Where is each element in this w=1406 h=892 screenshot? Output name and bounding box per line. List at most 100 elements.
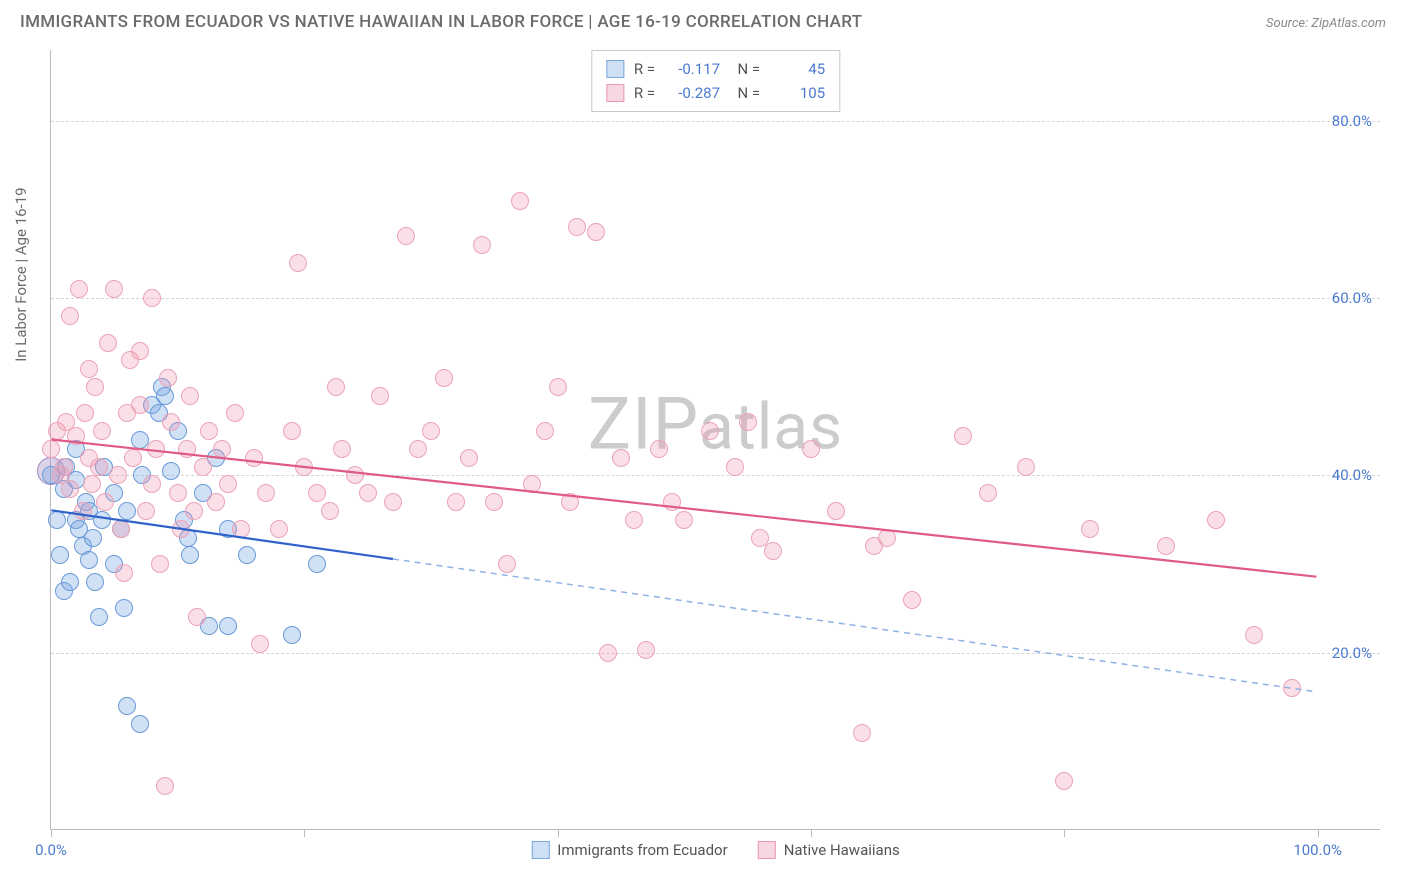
- scatter-point-hawaiian: [435, 369, 453, 387]
- swatch-hawaiian: [606, 84, 624, 102]
- legend-label-ecuador: Immigrants from Ecuador: [557, 841, 727, 859]
- scatter-point-hawaiian: [511, 192, 529, 210]
- x-tick: [811, 829, 812, 837]
- scatter-point-hawaiian: [1081, 520, 1099, 538]
- scatter-point-hawaiian: [523, 475, 541, 493]
- trendline-ext-ecuador: [393, 559, 1316, 692]
- correlation-stats-box: R =-0.117 N =45R =-0.287 N =105: [591, 50, 840, 112]
- scatter-point-hawaiian: [96, 493, 114, 511]
- scatter-point-hawaiian: [954, 427, 972, 445]
- swatch-ecuador: [606, 60, 624, 78]
- scatter-point-hawaiian: [270, 520, 288, 538]
- watermark-suffix: atlas: [699, 389, 843, 464]
- scatter-point-hawaiian: [371, 387, 389, 405]
- scatter-point-hawaiian: [93, 422, 111, 440]
- scatter-point-hawaiian: [162, 413, 180, 431]
- scatter-point-hawaiian: [333, 440, 351, 458]
- scatter-point-hawaiian: [137, 502, 155, 520]
- scatter-point-hawaiian: [207, 493, 225, 511]
- scatter-point-hawaiian: [245, 449, 263, 467]
- scatter-point-hawaiian: [257, 484, 275, 502]
- scatter-point-hawaiian: [200, 422, 218, 440]
- gridline: [51, 653, 1380, 654]
- scatter-point-hawaiian: [232, 520, 250, 538]
- scatter-point-hawaiian: [568, 218, 586, 236]
- scatter-point-ecuador: [115, 599, 133, 617]
- stat-n-value-ecuador: 45: [770, 57, 825, 81]
- scatter-point-hawaiian: [283, 422, 301, 440]
- scatter-point-ecuador: [118, 502, 136, 520]
- scatter-point-hawaiian: [172, 520, 190, 538]
- x-tick: [558, 829, 559, 837]
- scatter-point-hawaiian: [226, 404, 244, 422]
- scatter-point-hawaiian: [213, 440, 231, 458]
- gridline: [51, 475, 1380, 476]
- scatter-point-hawaiian: [61, 480, 79, 498]
- x-tick: [51, 829, 52, 837]
- scatter-point-hawaiian: [764, 542, 782, 560]
- legend-item-ecuador: Immigrants from Ecuador: [531, 841, 727, 859]
- stat-n-label: N =: [730, 57, 760, 81]
- scatter-point-hawaiian: [549, 378, 567, 396]
- legend-swatch-ecuador: [531, 841, 549, 859]
- scatter-point-ecuador: [156, 387, 174, 405]
- scatter-point-hawaiian: [612, 449, 630, 467]
- scatter-point-hawaiian: [878, 529, 896, 547]
- scatter-point-hawaiian: [979, 484, 997, 502]
- scatter-point-hawaiian: [739, 413, 757, 431]
- scatter-point-hawaiian: [185, 502, 203, 520]
- y-tick-label: 80.0%: [1332, 112, 1372, 130]
- scatter-point-hawaiian: [1017, 458, 1035, 476]
- scatter-point-hawaiian: [147, 440, 165, 458]
- scatter-point-hawaiian: [346, 466, 364, 484]
- scatter-point-hawaiian: [485, 493, 503, 511]
- stat-r-label: R =: [634, 57, 655, 81]
- scatter-point-ecuador: [219, 617, 237, 635]
- scatter-point-hawaiian: [1245, 626, 1263, 644]
- scatter-point-ecuador: [181, 546, 199, 564]
- watermark-prefix: ZIP: [588, 381, 699, 466]
- scatter-point-hawaiian: [359, 484, 377, 502]
- scatter-point-ecuador: [51, 546, 69, 564]
- scatter-point-hawaiian: [178, 440, 196, 458]
- legend-item-hawaiian: Native Hawaiians: [758, 841, 900, 859]
- scatter-point-hawaiian: [105, 280, 123, 298]
- legend: Immigrants from Ecuador Native Hawaiians: [531, 841, 899, 859]
- scatter-point-hawaiian: [90, 458, 108, 476]
- plot-area: In Labor Force | Age 16-19 ZIPatlas R =-…: [50, 50, 1380, 830]
- scatter-point-hawaiian: [675, 511, 693, 529]
- scatter-point-ecuador: [238, 546, 256, 564]
- scatter-point-hawaiian: [827, 502, 845, 520]
- scatter-point-hawaiian: [131, 342, 149, 360]
- scatter-point-hawaiian: [143, 475, 161, 493]
- scatter-point-hawaiian: [169, 484, 187, 502]
- scatter-point-hawaiian: [1055, 772, 1073, 790]
- scatter-point-hawaiian: [498, 555, 516, 573]
- scatter-point-hawaiian: [384, 493, 402, 511]
- scatter-point-ecuador: [61, 573, 79, 591]
- scatter-point-hawaiian: [295, 458, 313, 476]
- scatter-point-ecuador: [84, 529, 102, 547]
- y-tick-label: 60.0%: [1332, 289, 1372, 307]
- scatter-point-ecuador: [86, 573, 104, 591]
- scatter-point-ecuador: [283, 626, 301, 644]
- scatter-point-hawaiian: [587, 223, 605, 241]
- scatter-point-hawaiian: [156, 777, 174, 795]
- scatter-point-hawaiian: [112, 520, 130, 538]
- scatter-point-hawaiian: [308, 484, 326, 502]
- scatter-point-hawaiian: [1207, 511, 1225, 529]
- stat-r-value-hawaiian: -0.287: [665, 81, 720, 105]
- scatter-point-hawaiian: [86, 378, 104, 396]
- scatter-point-hawaiian: [219, 475, 237, 493]
- scatter-point-ecuador: [131, 431, 149, 449]
- scatter-point-hawaiian: [83, 475, 101, 493]
- scatter-point-ecuador: [93, 511, 111, 529]
- scatter-point-hawaiian: [650, 440, 668, 458]
- scatter-point-hawaiian: [327, 378, 345, 396]
- scatter-point-hawaiian: [561, 493, 579, 511]
- scatter-point-hawaiian: [536, 422, 554, 440]
- scatter-point-hawaiian: [1283, 679, 1301, 697]
- y-tick-label: 40.0%: [1332, 466, 1372, 484]
- scatter-point-hawaiian: [55, 458, 73, 476]
- scatter-point-hawaiian: [802, 440, 820, 458]
